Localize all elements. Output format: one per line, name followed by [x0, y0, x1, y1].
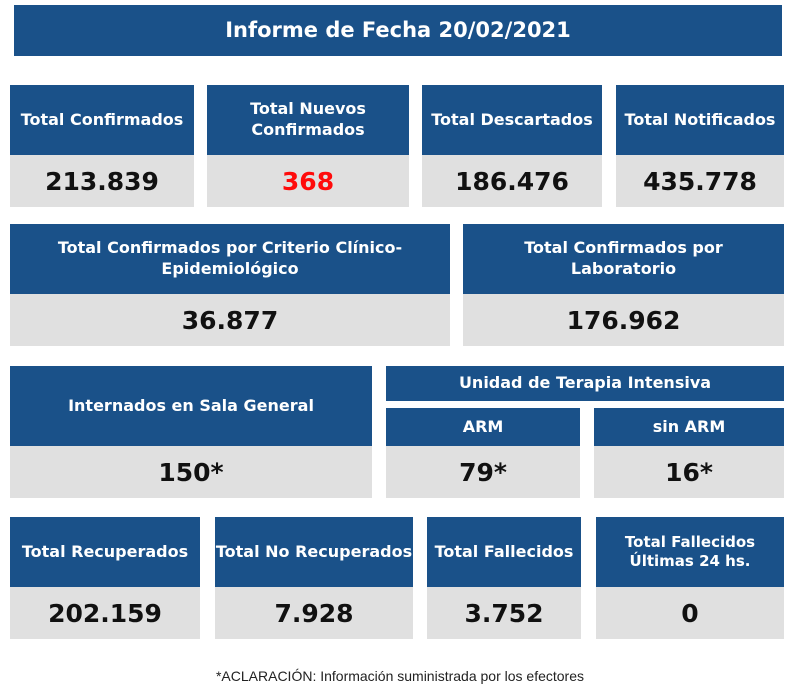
total-fallecidos-label: Total Fallecidos [427, 517, 581, 587]
fallecidos-24hs-label: Total Fallecidos Últimas 24 hs. [596, 517, 784, 587]
uti-label: Unidad de Terapia Intensiva [386, 366, 784, 401]
confirmados-laboratorio-value: 176.962 [463, 294, 784, 346]
total-descartados-value: 186.476 [422, 155, 602, 207]
confirmados-laboratorio-label: Total Confirmados por Laboratorio [463, 224, 784, 294]
total-descartados-label: Total Descartados [422, 85, 602, 155]
total-confirmados-value: 213.839 [10, 155, 194, 207]
sala-general-value: 150* [10, 446, 372, 498]
confirmados-criterio-clinico-label: Total Confirmados por Criterio Clínico-E… [10, 224, 450, 294]
arm-label: ARM [386, 408, 580, 446]
sala-general-label: Internados en Sala General [10, 366, 372, 446]
total-no-recuperados-value: 7.928 [215, 587, 413, 639]
footnote: *ACLARACIÓN: Información suministrada po… [215, 668, 585, 684]
sin-arm-value: 16* [594, 446, 784, 498]
total-nuevos-confirmados-value: 368 [207, 155, 409, 207]
fallecidos-24hs-value: 0 [596, 587, 784, 639]
confirmados-criterio-clinico-value: 36.877 [10, 294, 450, 346]
total-no-recuperados-label: Total No Recuperados [215, 517, 413, 587]
total-notificados-label: Total Notificados [616, 85, 784, 155]
sin-arm-label: sin ARM [594, 408, 784, 446]
report-title: Informe de Fecha 20/02/2021 [14, 5, 782, 56]
total-nuevos-confirmados-label: Total Nuevos Confirmados [207, 85, 409, 155]
total-notificados-value: 435.778 [616, 155, 784, 207]
total-recuperados-value: 202.159 [10, 587, 200, 639]
total-fallecidos-value: 3.752 [427, 587, 581, 639]
arm-value: 79* [386, 446, 580, 498]
total-confirmados-label: Total Confirmados [10, 85, 194, 155]
total-recuperados-label: Total Recuperados [10, 517, 200, 587]
